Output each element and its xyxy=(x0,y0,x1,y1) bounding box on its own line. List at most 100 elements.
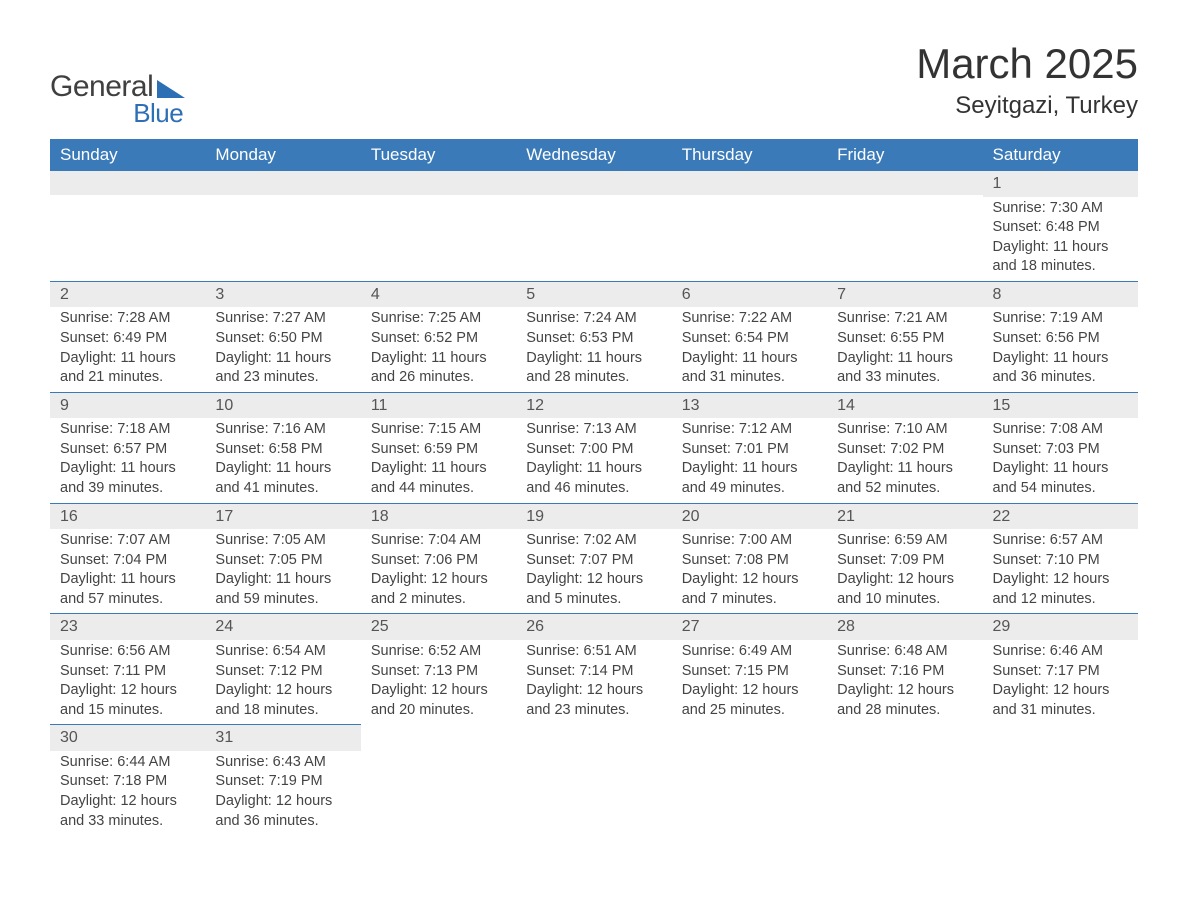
day-sunset: Sunset: 7:15 PM xyxy=(682,662,817,682)
day-details: Sunrise: 6:51 AMSunset: 7:14 PMDaylight:… xyxy=(516,640,671,724)
day-sunset: Sunset: 7:08 PM xyxy=(682,551,817,571)
day-dl2: and 41 minutes. xyxy=(215,479,350,499)
day-dl2: and 39 minutes. xyxy=(60,479,195,499)
day-dl1: Daylight: 12 hours xyxy=(215,681,350,701)
day-sunrise: Sunrise: 7:28 AM xyxy=(60,309,195,329)
day-dl2: and 36 minutes. xyxy=(993,368,1128,388)
calendar-day-cell: 25Sunrise: 6:52 AMSunset: 7:13 PMDayligh… xyxy=(361,613,516,724)
day-dl2: and 12 minutes. xyxy=(993,590,1128,610)
day-dl1: Daylight: 12 hours xyxy=(526,681,661,701)
location-label: Seyitgazi, Turkey xyxy=(916,92,1138,120)
weekday-header: Sunday xyxy=(50,139,205,171)
calendar-day-cell: 28Sunrise: 6:48 AMSunset: 7:16 PMDayligh… xyxy=(827,613,982,724)
header: General Blue March 2025 Seyitgazi, Turke… xyxy=(50,40,1138,129)
day-number: 6 xyxy=(672,281,827,308)
calendar-day-cell xyxy=(827,724,982,835)
day-sunrise: Sunrise: 7:07 AM xyxy=(60,531,195,551)
day-details: Sunrise: 7:19 AMSunset: 6:56 PMDaylight:… xyxy=(983,307,1138,391)
empty-day-header xyxy=(50,171,205,195)
day-details: Sunrise: 7:21 AMSunset: 6:55 PMDaylight:… xyxy=(827,307,982,391)
calendar-day-cell: 19Sunrise: 7:02 AMSunset: 7:07 PMDayligh… xyxy=(516,503,671,614)
day-number: 17 xyxy=(205,503,360,530)
day-dl1: Daylight: 11 hours xyxy=(371,349,506,369)
day-dl2: and 36 minutes. xyxy=(215,812,350,832)
day-sunrise: Sunrise: 7:08 AM xyxy=(993,420,1128,440)
day-sunrise: Sunrise: 7:02 AM xyxy=(526,531,661,551)
day-sunrise: Sunrise: 7:04 AM xyxy=(371,531,506,551)
calendar-day-cell: 31Sunrise: 6:43 AMSunset: 7:19 PMDayligh… xyxy=(205,724,360,835)
day-details: Sunrise: 7:18 AMSunset: 6:57 PMDaylight:… xyxy=(50,418,205,502)
day-details: Sunrise: 6:56 AMSunset: 7:11 PMDaylight:… xyxy=(50,640,205,724)
day-details: Sunrise: 6:54 AMSunset: 7:12 PMDaylight:… xyxy=(205,640,360,724)
day-dl1: Daylight: 12 hours xyxy=(371,570,506,590)
calendar-day-cell: 29Sunrise: 6:46 AMSunset: 7:17 PMDayligh… xyxy=(983,613,1138,724)
title-block: March 2025 Seyitgazi, Turkey xyxy=(916,40,1138,120)
day-dl1: Daylight: 11 hours xyxy=(60,349,195,369)
calendar-day-cell: 18Sunrise: 7:04 AMSunset: 7:06 PMDayligh… xyxy=(361,503,516,614)
day-dl1: Daylight: 12 hours xyxy=(371,681,506,701)
calendar-day-cell xyxy=(827,171,982,281)
day-sunrise: Sunrise: 7:25 AM xyxy=(371,309,506,329)
day-sunrise: Sunrise: 6:46 AM xyxy=(993,642,1128,662)
day-sunset: Sunset: 7:01 PM xyxy=(682,440,817,460)
day-dl1: Daylight: 11 hours xyxy=(60,570,195,590)
day-details: Sunrise: 6:43 AMSunset: 7:19 PMDaylight:… xyxy=(205,751,360,835)
calendar-day-cell: 9Sunrise: 7:18 AMSunset: 6:57 PMDaylight… xyxy=(50,392,205,503)
day-dl1: Daylight: 12 hours xyxy=(993,570,1128,590)
day-dl1: Daylight: 12 hours xyxy=(60,681,195,701)
calendar-day-cell: 14Sunrise: 7:10 AMSunset: 7:02 PMDayligh… xyxy=(827,392,982,503)
day-dl2: and 44 minutes. xyxy=(371,479,506,499)
day-number: 2 xyxy=(50,281,205,308)
day-dl1: Daylight: 12 hours xyxy=(60,792,195,812)
day-dl2: and 46 minutes. xyxy=(526,479,661,499)
day-dl2: and 7 minutes. xyxy=(682,590,817,610)
day-sunrise: Sunrise: 7:18 AM xyxy=(60,420,195,440)
day-dl2: and 20 minutes. xyxy=(371,701,506,721)
calendar-table: Sunday Monday Tuesday Wednesday Thursday… xyxy=(50,139,1138,835)
day-dl2: and 33 minutes. xyxy=(60,812,195,832)
day-details: Sunrise: 7:13 AMSunset: 7:00 PMDaylight:… xyxy=(516,418,671,502)
day-sunrise: Sunrise: 6:51 AM xyxy=(526,642,661,662)
day-number: 30 xyxy=(50,724,205,751)
day-dl1: Daylight: 12 hours xyxy=(682,570,817,590)
day-number: 11 xyxy=(361,392,516,419)
day-details: Sunrise: 6:57 AMSunset: 7:10 PMDaylight:… xyxy=(983,529,1138,613)
day-details: Sunrise: 7:05 AMSunset: 7:05 PMDaylight:… xyxy=(205,529,360,613)
day-dl2: and 25 minutes. xyxy=(682,701,817,721)
day-dl1: Daylight: 11 hours xyxy=(60,459,195,479)
empty-day-header xyxy=(205,171,360,195)
calendar-day-cell: 3Sunrise: 7:27 AMSunset: 6:50 PMDaylight… xyxy=(205,281,360,392)
day-details: Sunrise: 7:28 AMSunset: 6:49 PMDaylight:… xyxy=(50,307,205,391)
calendar-day-cell xyxy=(672,171,827,281)
day-sunrise: Sunrise: 7:10 AM xyxy=(837,420,972,440)
day-sunrise: Sunrise: 6:52 AM xyxy=(371,642,506,662)
day-number: 3 xyxy=(205,281,360,308)
day-number: 7 xyxy=(827,281,982,308)
day-sunset: Sunset: 6:50 PM xyxy=(215,329,350,349)
day-details: Sunrise: 6:46 AMSunset: 7:17 PMDaylight:… xyxy=(983,640,1138,724)
empty-day-header xyxy=(361,171,516,195)
logo: General Blue xyxy=(50,70,185,129)
calendar-day-cell: 17Sunrise: 7:05 AMSunset: 7:05 PMDayligh… xyxy=(205,503,360,614)
day-dl2: and 33 minutes. xyxy=(837,368,972,388)
day-sunset: Sunset: 7:02 PM xyxy=(837,440,972,460)
day-details: Sunrise: 6:52 AMSunset: 7:13 PMDaylight:… xyxy=(361,640,516,724)
calendar-day-cell: 1Sunrise: 7:30 AMSunset: 6:48 PMDaylight… xyxy=(983,171,1138,281)
day-sunrise: Sunrise: 7:12 AM xyxy=(682,420,817,440)
day-sunset: Sunset: 6:55 PM xyxy=(837,329,972,349)
logo-text-blue: Blue xyxy=(50,98,183,129)
day-sunset: Sunset: 7:10 PM xyxy=(993,551,1128,571)
day-sunrise: Sunrise: 7:30 AM xyxy=(993,199,1128,219)
day-sunset: Sunset: 7:12 PM xyxy=(215,662,350,682)
calendar-day-cell: 11Sunrise: 7:15 AMSunset: 6:59 PMDayligh… xyxy=(361,392,516,503)
day-number: 13 xyxy=(672,392,827,419)
calendar-day-cell xyxy=(205,171,360,281)
calendar-day-cell xyxy=(983,724,1138,835)
calendar-day-cell: 4Sunrise: 7:25 AMSunset: 6:52 PMDaylight… xyxy=(361,281,516,392)
day-number: 25 xyxy=(361,613,516,640)
calendar-day-cell xyxy=(361,171,516,281)
calendar-day-cell: 16Sunrise: 7:07 AMSunset: 7:04 PMDayligh… xyxy=(50,503,205,614)
day-number: 16 xyxy=(50,503,205,530)
day-dl2: and 18 minutes. xyxy=(993,257,1128,277)
day-number: 22 xyxy=(983,503,1138,530)
